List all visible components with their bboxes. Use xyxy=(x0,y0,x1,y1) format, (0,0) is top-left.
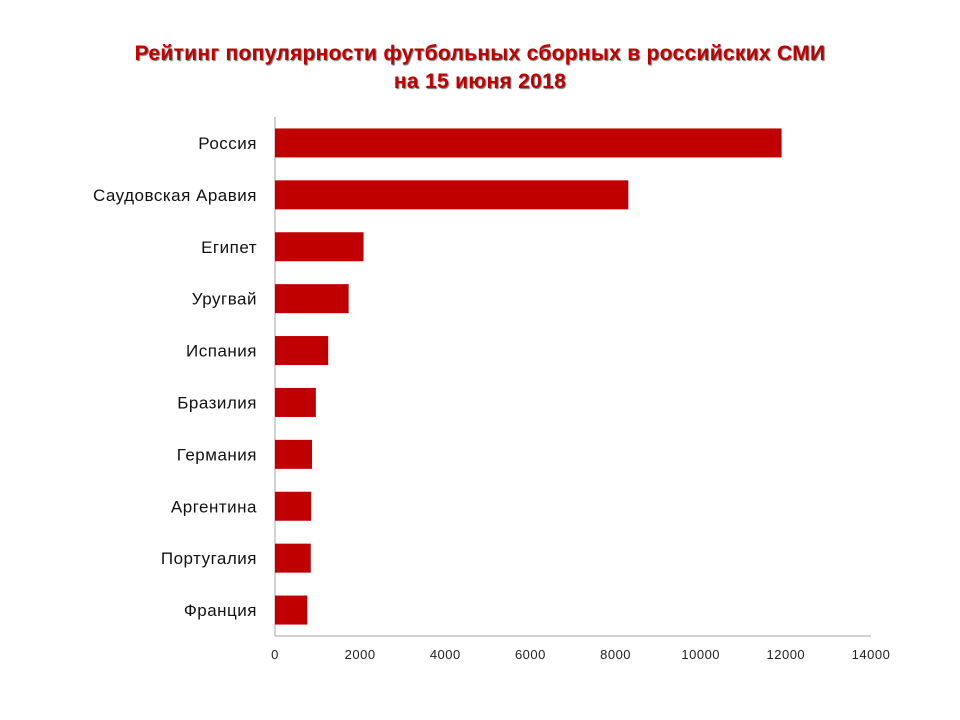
x-tick-label-5: 10000 xyxy=(681,647,720,662)
category-label-1: Саудовская Аравия xyxy=(93,186,257,205)
x-tick-label-6: 12000 xyxy=(767,647,806,662)
x-tick-label-4: 8000 xyxy=(600,647,631,662)
x-tick-label-7: 14000 xyxy=(852,647,891,662)
x-tick-label-0: 0 xyxy=(271,647,279,662)
chart-title: Рейтинг популярности футбольных сборных … xyxy=(0,40,960,96)
bar-4 xyxy=(275,336,329,366)
bar-1 xyxy=(275,180,629,210)
bar-3 xyxy=(275,284,349,314)
category-label-6: Германия xyxy=(177,445,257,464)
category-label-3: Уругвай xyxy=(192,290,257,309)
x-tick-label-3: 6000 xyxy=(515,647,546,662)
x-tick-label-2: 4000 xyxy=(430,647,461,662)
bar-0 xyxy=(275,128,782,158)
category-label-9: Франция xyxy=(184,601,257,620)
x-tick-label-1: 2000 xyxy=(345,647,376,662)
bar-9 xyxy=(275,595,308,625)
bar-8 xyxy=(275,543,311,573)
category-label-5: Бразилия xyxy=(177,393,257,412)
category-label-4: Испания xyxy=(186,342,257,361)
bar-5 xyxy=(275,387,316,417)
bar-2 xyxy=(275,232,364,262)
chart-title-line-2: на 15 июня 2018 xyxy=(393,70,567,93)
category-label-0: Россия xyxy=(198,134,257,153)
category-label-7: Аргентина xyxy=(171,497,257,516)
bar-6 xyxy=(275,439,313,469)
category-label-8: Португалия xyxy=(161,549,257,568)
bar-7 xyxy=(275,491,312,521)
chart-title-line-1: Рейтинг популярности футбольных сборных … xyxy=(134,42,826,65)
category-label-2: Египет xyxy=(201,238,257,257)
